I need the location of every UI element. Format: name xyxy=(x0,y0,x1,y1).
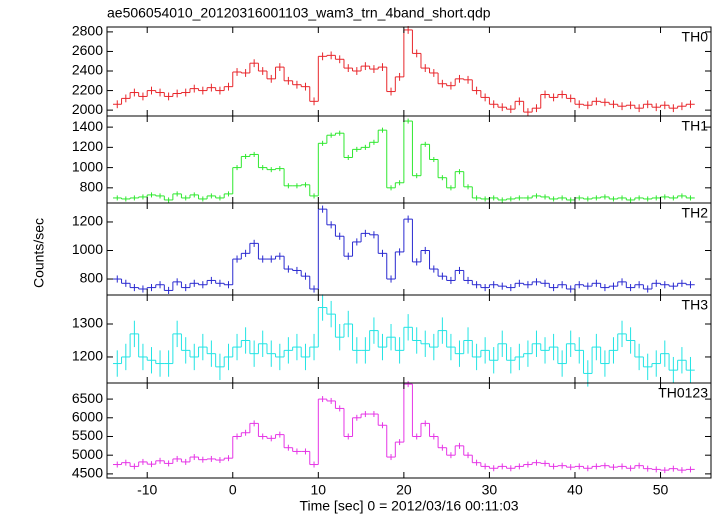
y-axis-label: Counts/sec xyxy=(31,218,47,288)
y-tick-label: 6500 xyxy=(72,390,103,406)
y-tick-label: 6000 xyxy=(72,408,103,424)
y-tick-label: 2600 xyxy=(72,42,103,58)
y-tick-label: 2200 xyxy=(72,81,103,97)
chart-title: ae506054010_20120316001103_wam3_trn_4ban… xyxy=(107,5,491,21)
y-tick-label: 2400 xyxy=(72,62,103,78)
x-tick-label: 30 xyxy=(482,482,498,498)
y-tick-label: 4500 xyxy=(72,465,103,481)
y-tick-label: 1000 xyxy=(72,158,103,174)
x-tick-label: -10 xyxy=(137,482,157,498)
panel-label: TH3 xyxy=(682,297,709,313)
x-tick-label: 10 xyxy=(311,482,327,498)
y-tick-label: 1300 xyxy=(72,315,103,331)
y-tick-label: 1200 xyxy=(72,348,103,364)
x-tick-label: 40 xyxy=(567,482,583,498)
panel-label: TH0 xyxy=(682,29,709,45)
panel-label: TH1 xyxy=(682,118,709,134)
y-tick-label: 2000 xyxy=(72,101,103,117)
panel-label: TH2 xyxy=(682,205,709,221)
panel-frame xyxy=(106,26,712,117)
y-tick-label: 1400 xyxy=(72,118,103,134)
panel-frame xyxy=(106,115,712,204)
y-tick-label: 800 xyxy=(80,270,104,286)
x-tick-label: 20 xyxy=(396,482,412,498)
y-tick-label: 2800 xyxy=(72,23,103,39)
y-tick-label: 1200 xyxy=(72,213,103,229)
x-tick-label: 0 xyxy=(229,482,237,498)
panel-frame xyxy=(106,294,712,384)
panel-frame xyxy=(106,202,712,296)
x-tick-label: 50 xyxy=(653,482,669,498)
y-tick-label: 1000 xyxy=(72,241,103,257)
x-axis-label: Time [sec] 0 = 2012/03/16 00:11:03 xyxy=(299,498,518,514)
y-tick-label: 5000 xyxy=(72,446,103,462)
panel-frame xyxy=(106,382,712,479)
y-tick-label: 5500 xyxy=(72,427,103,443)
y-tick-label: 1200 xyxy=(72,138,103,154)
y-tick-label: 800 xyxy=(80,179,104,195)
panel-label: TH0123 xyxy=(658,385,708,401)
